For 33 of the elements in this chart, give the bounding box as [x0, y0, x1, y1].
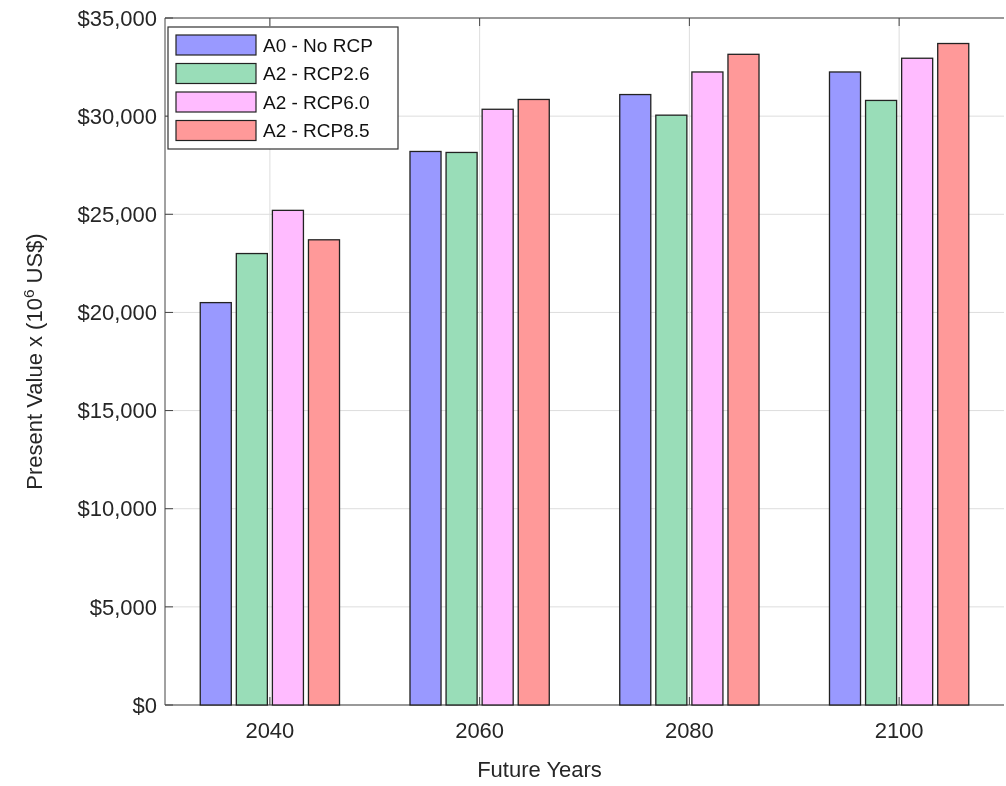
y-tick-label: $20,000: [77, 300, 157, 326]
y-tick-label: $30,000: [77, 103, 157, 129]
bar: [445, 151, 478, 706]
bar: [828, 71, 862, 706]
bar: [727, 53, 760, 706]
legend-label: A2 - RCP2.6: [263, 63, 370, 85]
bar: [691, 71, 724, 706]
y-tick-label: $25,000: [77, 201, 157, 227]
bar: [864, 99, 898, 706]
y-tick-label: $15,000: [77, 398, 157, 424]
bar: [235, 252, 269, 706]
x-tick-label: 2080: [664, 718, 714, 743]
bar: [307, 239, 341, 706]
bar: [900, 57, 934, 706]
bar: [619, 93, 652, 706]
bar: [655, 114, 688, 706]
bar: [481, 108, 514, 706]
bar: [937, 42, 970, 706]
x-tick-label: 2040: [245, 718, 295, 743]
legend-label: A0 - No RCP: [263, 34, 373, 56]
bar: [199, 301, 232, 706]
x-axis-title: Future Years: [477, 757, 602, 782]
x-tick-label: 2060: [455, 718, 505, 743]
y-tick-label: $35,000: [77, 5, 157, 31]
legend-label: A2 - RCP6.0: [263, 91, 370, 113]
x-tick-label: 2100: [874, 718, 924, 743]
bar: [517, 98, 550, 706]
y-tick-label: $0: [132, 692, 157, 718]
bar: [409, 150, 442, 706]
bar: [271, 209, 305, 706]
legend-label: A2 - RCP8.5: [263, 120, 370, 142]
y-tick-label: $5,000: [89, 594, 157, 620]
y-tick-label: $10,000: [77, 496, 157, 522]
